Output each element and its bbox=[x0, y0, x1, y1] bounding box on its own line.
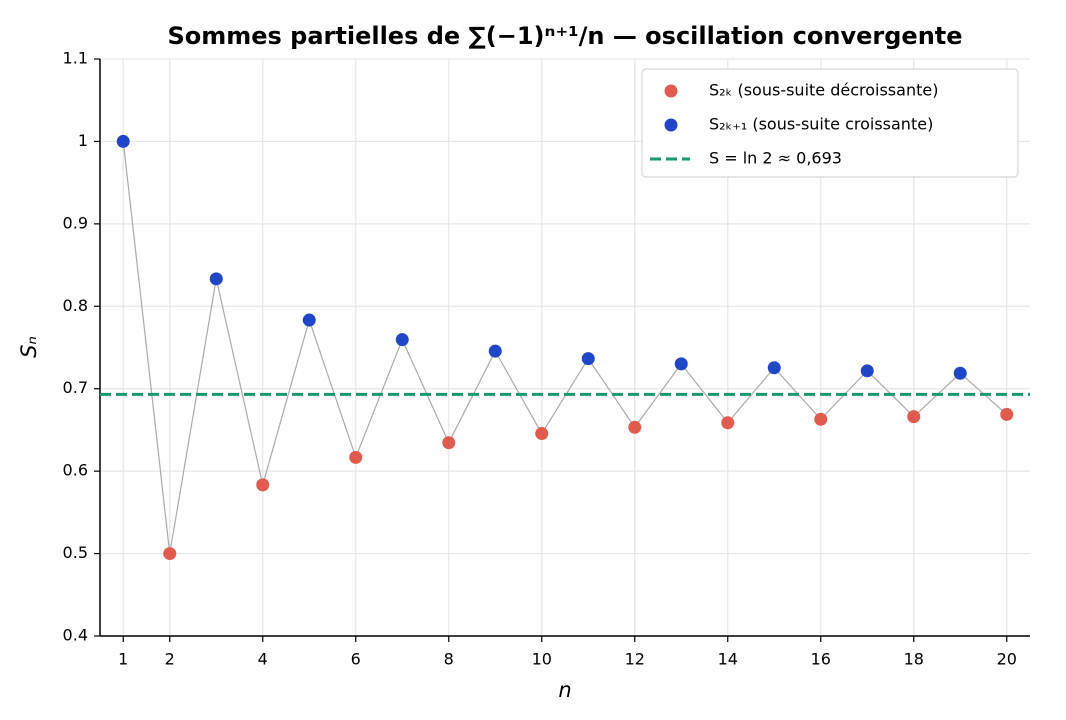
data-point bbox=[256, 478, 270, 492]
legend-label: S = ln 2 ≈ 0,693 bbox=[709, 149, 842, 168]
x-tick-label: 14 bbox=[718, 650, 738, 669]
x-tick-label: 2 bbox=[165, 650, 175, 669]
x-tick-label: 10 bbox=[532, 650, 552, 669]
x-tick-label: 16 bbox=[811, 650, 831, 669]
data-point bbox=[209, 272, 223, 286]
legend: S₂ₖ (sous-suite décroissante) S₂ₖ₊₁ (sous… bbox=[641, 68, 1019, 178]
data-point bbox=[163, 547, 177, 561]
y-tick-label: 1 bbox=[78, 131, 88, 150]
x-tick-label: 1 bbox=[118, 650, 128, 669]
data-point bbox=[349, 450, 363, 464]
x-tick-label: 6 bbox=[351, 650, 361, 669]
data-point bbox=[860, 364, 874, 378]
data-point bbox=[116, 134, 130, 148]
y-tick-label: 0.8 bbox=[63, 296, 88, 315]
legend-label: S₂ₖ₊₁ (sous-suite croissante) bbox=[709, 115, 933, 134]
y-tick-label: 0.4 bbox=[63, 626, 88, 645]
data-point bbox=[488, 344, 502, 358]
x-tick-label: 20 bbox=[997, 650, 1017, 669]
data-point bbox=[302, 313, 316, 327]
legend-label: S₂ₖ (sous-suite décroissante) bbox=[709, 81, 938, 100]
x-tick-label: 8 bbox=[444, 650, 454, 669]
x-tick-label: 4 bbox=[258, 650, 268, 669]
legend-marker bbox=[664, 118, 678, 132]
data-point bbox=[442, 436, 456, 450]
y-tick-label: 0.9 bbox=[63, 213, 88, 232]
x-axis-label: n bbox=[558, 678, 571, 702]
x-tick-label: 12 bbox=[625, 650, 645, 669]
y-tick-label: 0.7 bbox=[63, 378, 88, 397]
x-tick-label: 18 bbox=[904, 650, 924, 669]
data-point bbox=[395, 333, 409, 347]
data-point bbox=[907, 410, 921, 424]
data-point bbox=[674, 357, 688, 371]
y-tick-label: 0.6 bbox=[63, 461, 88, 480]
data-point bbox=[953, 366, 967, 380]
data-point bbox=[721, 416, 735, 430]
legend-box bbox=[641, 68, 1019, 178]
legend-marker bbox=[664, 84, 678, 98]
data-point bbox=[535, 427, 549, 441]
data-point bbox=[814, 412, 828, 426]
chart-title: Sommes partielles de ∑(−1)ⁿ⁺¹/n — oscill… bbox=[167, 22, 962, 50]
y-tick-label: 1.1 bbox=[63, 49, 88, 68]
data-point bbox=[767, 361, 781, 375]
data-point bbox=[628, 420, 642, 434]
connector-line bbox=[122, 141, 1008, 554]
y-axis-label: Sₙ bbox=[17, 336, 41, 358]
data-point bbox=[1000, 407, 1014, 421]
y-tick-label: 0.5 bbox=[63, 543, 88, 562]
data-point bbox=[581, 352, 595, 366]
